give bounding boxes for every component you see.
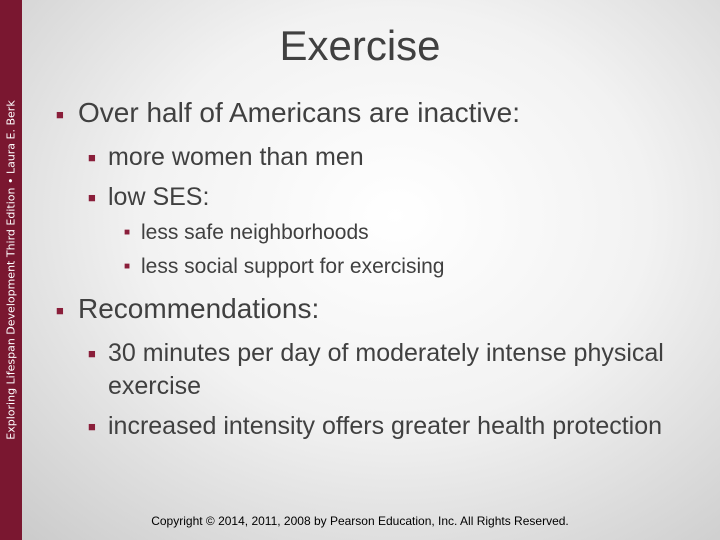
bullet-level-2: more women than men xyxy=(108,143,364,171)
bullet: ■ xyxy=(88,419,96,434)
bullet: ■ xyxy=(88,150,96,165)
bullet: ■ xyxy=(56,107,64,122)
bullet-level-1: Over half of Americans are inactive: xyxy=(78,97,520,128)
bullet-level-2: increased intensity offers greater healt… xyxy=(108,412,663,440)
sidebar-text: Exploring Lifespan Development Third Edi… xyxy=(4,100,18,440)
bullet: ■ xyxy=(124,227,131,238)
bullet: ■ xyxy=(56,303,64,318)
bullet: ■ xyxy=(124,261,131,272)
bullet-level-3: less safe neighborhoods xyxy=(141,221,369,244)
bullet: ■ xyxy=(88,346,96,361)
bullet-level-2: 30 minutes per day of moderately intense… xyxy=(108,339,664,400)
title: Exercise xyxy=(279,22,441,69)
bullet-level-2: low SES: xyxy=(108,183,210,211)
footer: Copyright © 2014, 2011, 2008 by Pearson … xyxy=(151,514,569,528)
bullet-level-3: less social support for exercising xyxy=(141,255,445,278)
bullet-level-1: Recommendations: xyxy=(78,293,320,324)
bullet: ■ xyxy=(88,190,96,205)
sidebar-bar xyxy=(0,0,22,540)
